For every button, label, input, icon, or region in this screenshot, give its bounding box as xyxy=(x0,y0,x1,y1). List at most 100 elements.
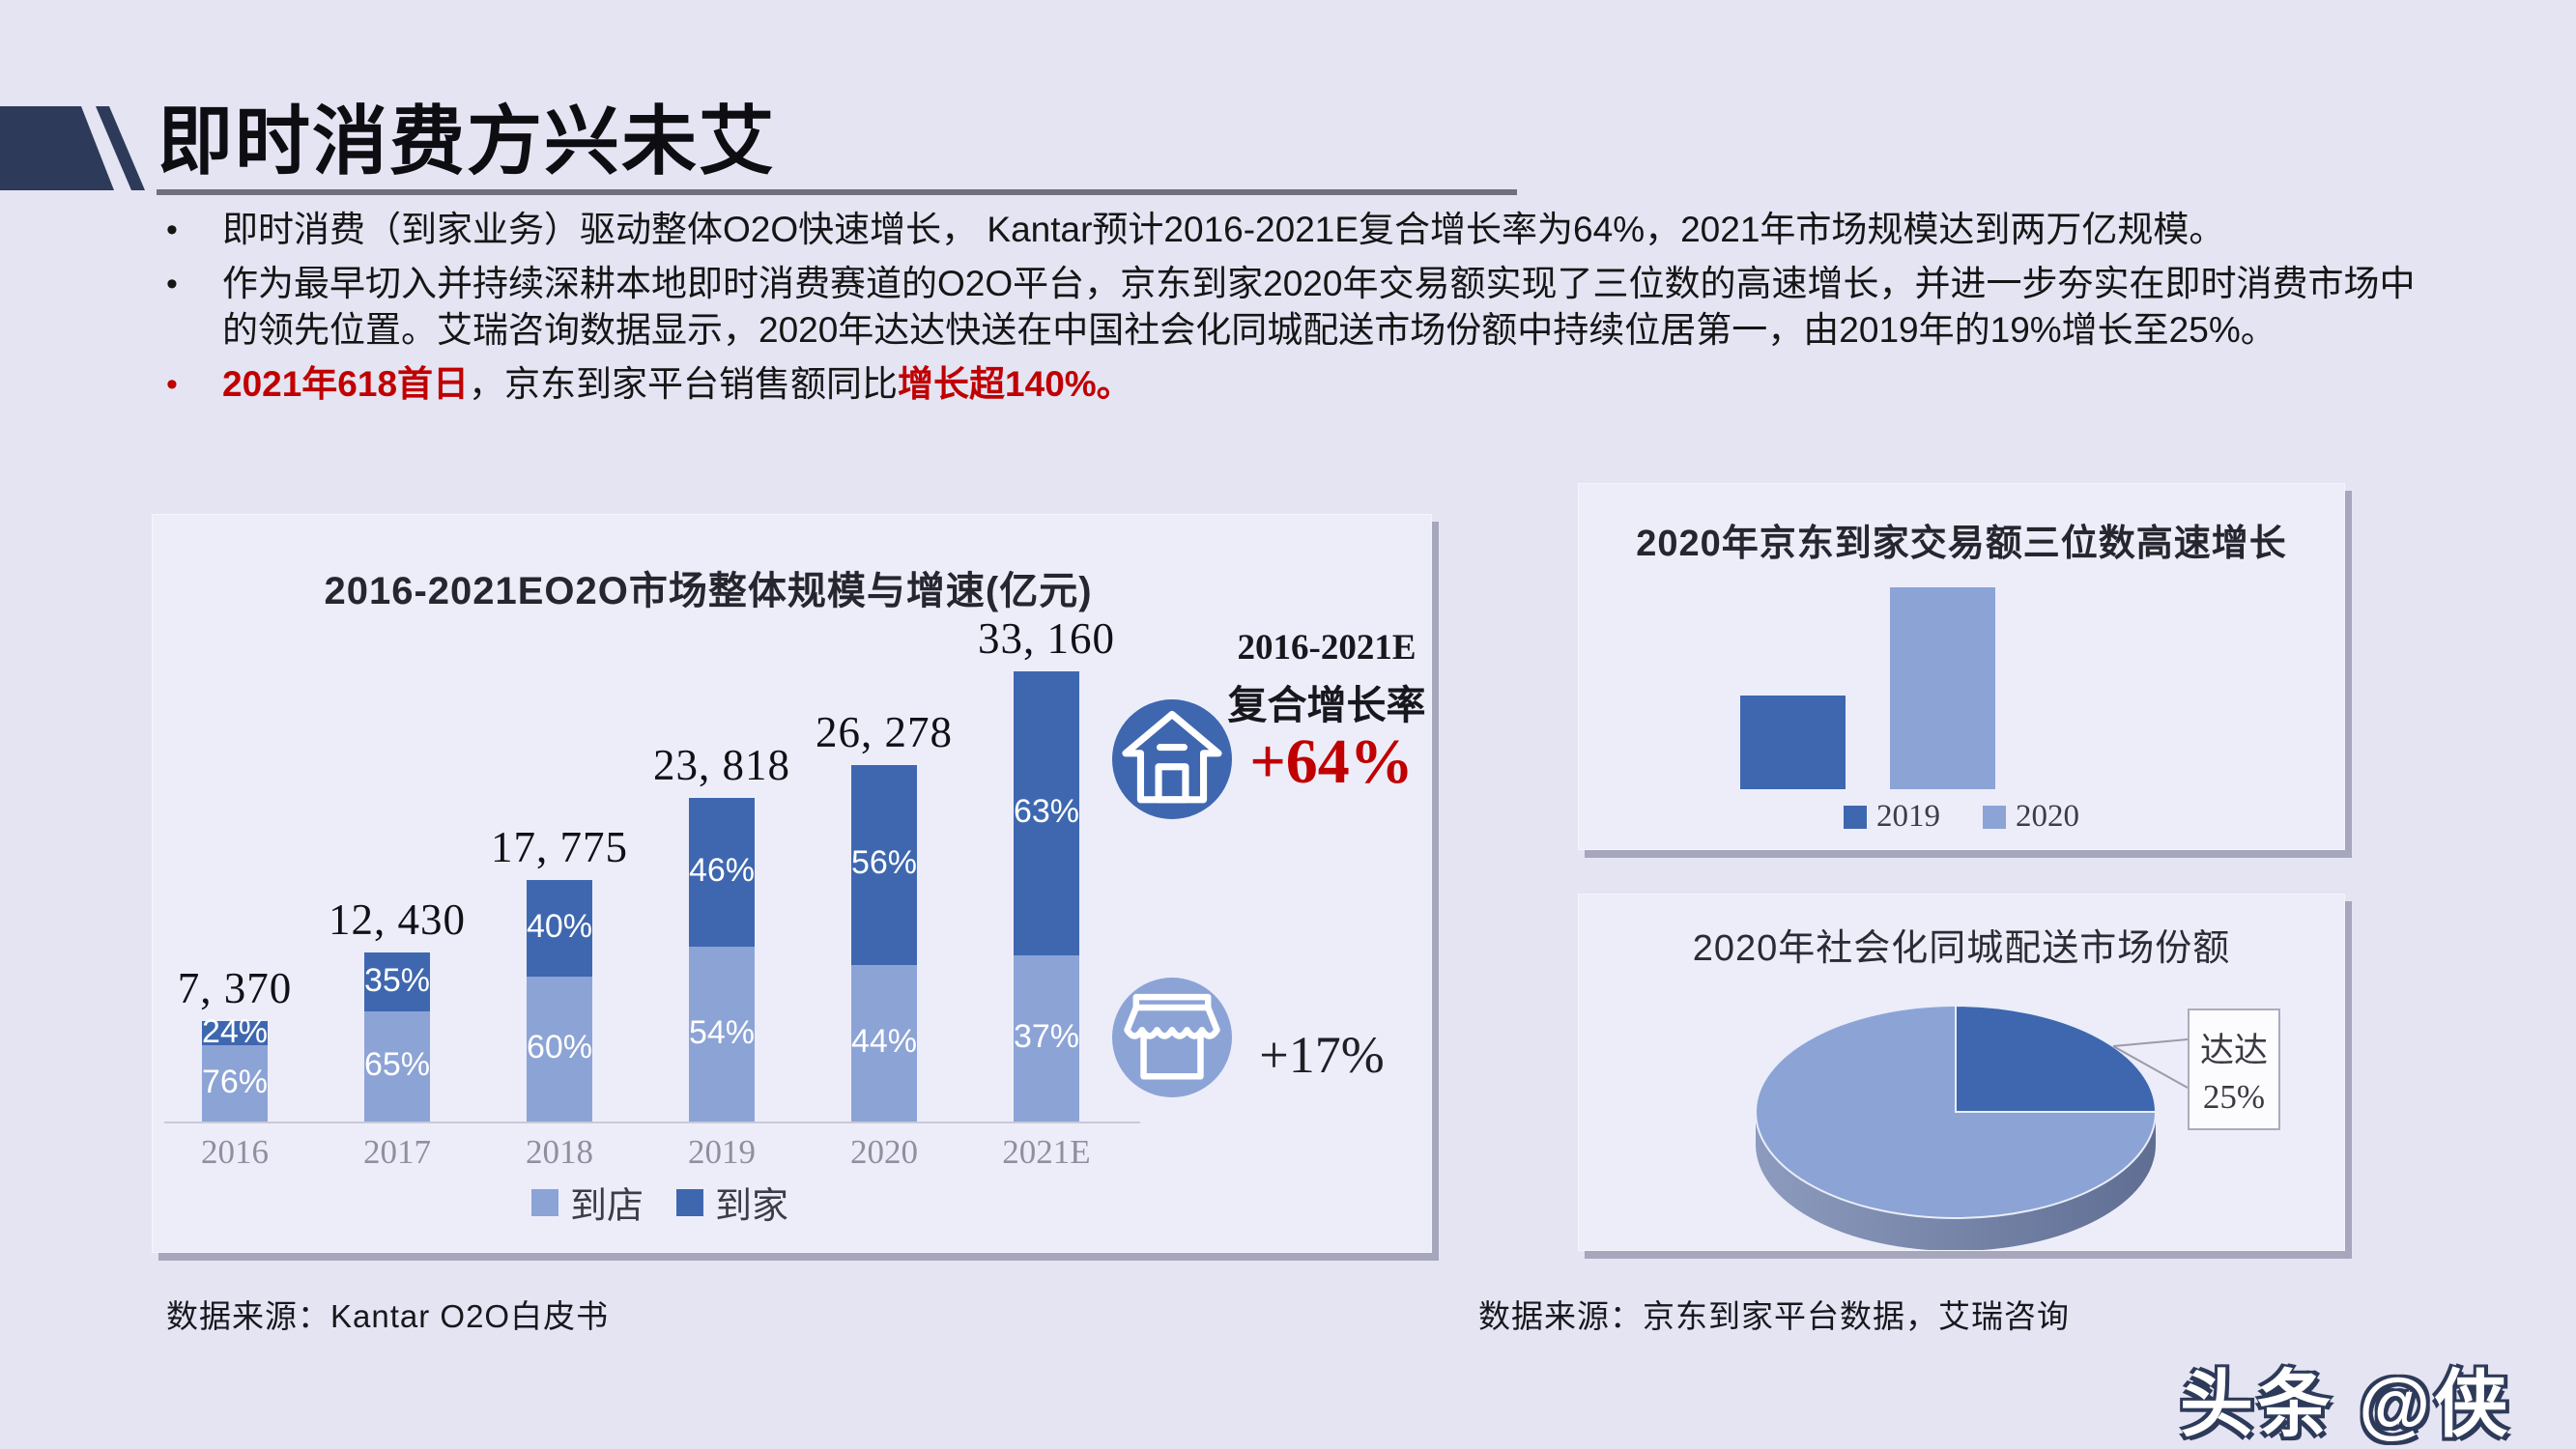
o2o-market-chart-card: 2016-2021EO2O市场整体规模与增速(亿元) 7, 370 24% 76% 2… xyxy=(152,514,1432,1253)
bar-plot xyxy=(1579,484,2344,849)
chart-title: 2016-2021EO2O市场整体规模与增速(亿元) xyxy=(324,570,1093,612)
legend-item-daodian: 到店 xyxy=(530,1176,644,1229)
bar-segment-daojia xyxy=(1014,671,1079,955)
bar-value-label: 33, 160 xyxy=(978,614,1115,663)
plain-text: ，京东到家平台销售额同比 xyxy=(469,364,899,404)
segment-pct-daodian: 76% xyxy=(201,1063,269,1100)
bullet-text: 即时消费（到家业务）驱动整体O2O快速增长， Kantar预计2016-2021… xyxy=(222,210,2225,249)
x-axis-label: 2019 xyxy=(688,1133,756,1171)
slide-accent-shapes xyxy=(0,106,145,190)
accent-stripe xyxy=(96,106,145,190)
page-title: 即时消费方兴未艾 xyxy=(157,99,777,184)
segment-pct-daojia: 40% xyxy=(526,908,593,946)
segment-pct-daodian: 37% xyxy=(1013,1017,1080,1055)
cagr-period: 2016-2021E xyxy=(1237,628,1417,668)
bullet-text: 作为最早切入并持续深耕本地即时消费赛道的O2O平台，京东到家2020年交易额实现… xyxy=(222,264,2416,350)
pie-side xyxy=(1756,1112,2156,1250)
bar-segment-daodian xyxy=(851,964,917,1122)
legend-swatch-dark-icon xyxy=(1844,805,1867,829)
legend-label: 2020 xyxy=(2016,799,2079,834)
pie-slice-dada xyxy=(1955,1004,2158,1113)
pie-callout-box: 达达 25% xyxy=(2188,1009,2280,1130)
segment-pct-daojia: 35% xyxy=(363,961,431,999)
legend-item-2020: 2020 xyxy=(1983,799,2079,835)
highlight-text: 增长超140%。 xyxy=(898,364,1132,404)
segment-pct-daojia: 56% xyxy=(850,844,918,882)
title-underline xyxy=(157,189,1517,195)
bar-value-label: 7, 370 xyxy=(177,964,293,1013)
bar-value-label: 12, 430 xyxy=(329,895,466,945)
bar-segment-daodian xyxy=(527,977,592,1122)
source-note-right: 数据来源：京东到家平台数据，艾瑞咨询 xyxy=(1478,1298,2070,1334)
segment-pct-daodian: 54% xyxy=(688,1013,756,1051)
bullet-marker: • xyxy=(166,266,178,302)
home-icon xyxy=(1122,710,1222,804)
bar-2019 xyxy=(1740,696,1846,789)
store-cagr-value: +17% xyxy=(1259,1026,1385,1084)
x-axis-label: 2018 xyxy=(526,1133,593,1171)
callout-leader-line xyxy=(2112,1045,2189,1089)
cagr-heading: 2016-2021E 复合增长率 xyxy=(1177,627,1476,730)
bar-segment-daojia xyxy=(364,952,430,1012)
chart-title: 2020年社会化同城配送市场份额 xyxy=(1692,928,2231,969)
legend-item-2019: 2019 xyxy=(1844,799,1940,835)
bar-segment-daodian xyxy=(202,1045,268,1122)
callout-leader-line xyxy=(2112,1038,2189,1047)
stacked-bar-plot: 7, 370 24% 76% 2016 12, 430 35% 65% 2017 17, 775… xyxy=(153,515,1431,1252)
segment-pct-daojia: 46% xyxy=(688,852,756,890)
callout-label: 达达 xyxy=(2199,1031,2268,1069)
bar-segment-daojia xyxy=(527,880,592,978)
bar-segment-daodian xyxy=(689,947,755,1122)
x-axis-label: 2016 xyxy=(201,1133,269,1171)
storefront-icon xyxy=(1124,993,1220,1080)
bar-segment-daodian xyxy=(364,1011,430,1122)
segment-pct-daodian: 65% xyxy=(363,1046,431,1084)
bullet-list: • 即时消费（到家业务）驱动整体O2O快速增长， Kantar预计2016-20… xyxy=(166,207,2437,415)
segment-pct-daodian: 44% xyxy=(850,1022,918,1060)
chart-legend: 到店 到家 xyxy=(457,1176,863,1229)
highlight-text: 2021年618首日 xyxy=(222,364,470,404)
bar-value-label: 17, 775 xyxy=(491,823,628,872)
bullet-item: • 作为最早切入并持续深耕本地即时消费赛道的O2O平台，京东到家2020年交易额… xyxy=(166,261,2437,354)
segment-pct-daojia: 24% xyxy=(201,1012,269,1050)
bar-segment-daojia xyxy=(689,798,755,948)
segment-pct-daojia: 63% xyxy=(1013,792,1080,830)
segment-pct-daodian: 60% xyxy=(526,1029,593,1066)
watermark: 头条 @侠说 xyxy=(2180,1364,2512,1446)
x-axis-label: 2021E xyxy=(1002,1133,1091,1171)
accent-parallelogram xyxy=(0,106,114,190)
chart-title: 2020年京东到家交易额三位数高速增长 xyxy=(1636,524,2287,564)
bar-value-label: 26, 278 xyxy=(816,707,953,756)
home-cagr-value: +64% xyxy=(1249,726,1414,797)
legend-swatch-light-icon xyxy=(1983,805,2006,829)
bar-segment-daojia xyxy=(202,1021,268,1046)
store-badge xyxy=(1112,978,1232,1097)
legend-item-daojia: 到家 xyxy=(676,1176,788,1229)
chart-legend: 2019 2020 xyxy=(1768,799,2155,835)
legend-label: 2019 xyxy=(1876,799,1940,834)
source-note-left: 数据来源：Kantar O2O白皮书 xyxy=(166,1298,610,1334)
cagr-label: 复合增长率 xyxy=(1227,683,1426,727)
legend-label: 到家 xyxy=(715,1186,789,1227)
callout-value: 25% xyxy=(2202,1077,2266,1116)
legend-label: 到店 xyxy=(569,1186,644,1227)
bullet-marker: • xyxy=(166,366,178,403)
legend-swatch-light-icon xyxy=(530,1188,558,1216)
x-axis-line xyxy=(164,1122,1140,1123)
bullet-item: • 即时消费（到家业务）驱动整体O2O快速增长， Kantar预计2016-20… xyxy=(166,207,2437,253)
x-axis-label: 2020 xyxy=(850,1133,918,1171)
legend-swatch-dark-icon xyxy=(676,1188,703,1216)
bar-segment-daodian xyxy=(1014,954,1079,1122)
bar-2020 xyxy=(1890,587,1995,789)
home-badge xyxy=(1112,699,1232,819)
bullet-marker: • xyxy=(166,212,178,248)
jddj-gmv-chart-card: 2020年京东到家交易额三位数高速增长 2019 2020 xyxy=(1578,483,2345,850)
delivery-share-pie-card: 2020年社会化同城配送市场份额 达达 25% xyxy=(1578,894,2345,1251)
bullet-text: 2021年618首日，京东到家平台销售额同比增长超140%。 xyxy=(222,361,1132,408)
x-axis-label: 2017 xyxy=(363,1133,431,1171)
bullet-item-highlight: • 2021年618首日，京东到家平台销售额同比增长超140%。 xyxy=(166,361,2437,408)
bar-segment-daojia xyxy=(851,764,917,965)
bar-value-label: 23, 818 xyxy=(653,741,790,790)
pie-chart xyxy=(1755,1004,2189,1250)
